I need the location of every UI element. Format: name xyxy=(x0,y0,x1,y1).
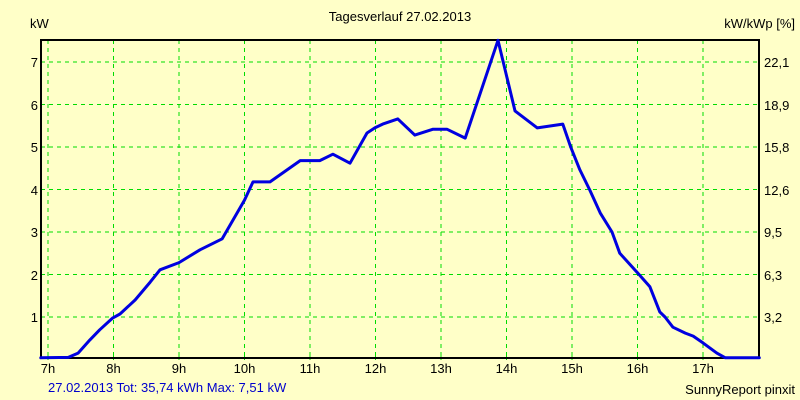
x-axis-tick-label: 7h xyxy=(40,361,56,376)
plot-border xyxy=(40,39,760,359)
left-axis-tick-label: 2 xyxy=(30,267,38,283)
right-axis-tick-label: 9,5 xyxy=(764,225,783,240)
chart-title: Tagesverlauf 27.02.2013 xyxy=(328,9,472,24)
left-axis-tick-label: 1 xyxy=(30,310,38,325)
left-axis-tick-label: 5 xyxy=(30,140,38,155)
right-axis-tick-label: 6,3 xyxy=(764,267,783,283)
footer-credit-text: SunnyReport pinxit xyxy=(685,382,795,397)
right-axis-tick-label: 18,9 xyxy=(764,97,790,113)
right-axis-unit-label: kW/kWp [%] xyxy=(724,16,795,31)
x-axis-tick-label: 17h xyxy=(692,361,714,376)
left-axis-tick-label: 3 xyxy=(30,225,38,240)
right-axis-tick-label: 15,8 xyxy=(764,140,790,155)
right-axis-tick-label: 12,6 xyxy=(764,182,790,198)
x-axis-tick-label: 14h xyxy=(495,361,518,376)
power-curve-line xyxy=(39,38,761,360)
left-axis-unit-label: kW xyxy=(30,16,49,31)
x-axis-tick-label: 11h xyxy=(299,361,321,376)
x-axis-tick-label: 9h xyxy=(171,361,187,376)
x-axis-tick-label: 16h xyxy=(626,361,649,376)
x-axis-tick-label: 10h xyxy=(233,361,256,376)
right-axis-tick-label: 22,1 xyxy=(764,55,790,70)
x-axis-tick-label: 15h xyxy=(561,361,583,376)
x-axis-tick-label: 12h xyxy=(364,361,387,376)
x-axis-tick-label: 8h xyxy=(106,361,121,376)
x-axis-tick-label: 13h xyxy=(430,361,452,376)
footer-summary-text: 27.02.2013 Tot: 35,74 kWh Max: 7,51 kW xyxy=(48,380,287,395)
right-axis-tick-label: 3,2 xyxy=(764,310,783,325)
left-axis-tick-label: 4 xyxy=(30,182,38,198)
left-axis-tick-label: 6 xyxy=(30,97,38,113)
left-axis-tick-label: 7 xyxy=(30,55,38,70)
